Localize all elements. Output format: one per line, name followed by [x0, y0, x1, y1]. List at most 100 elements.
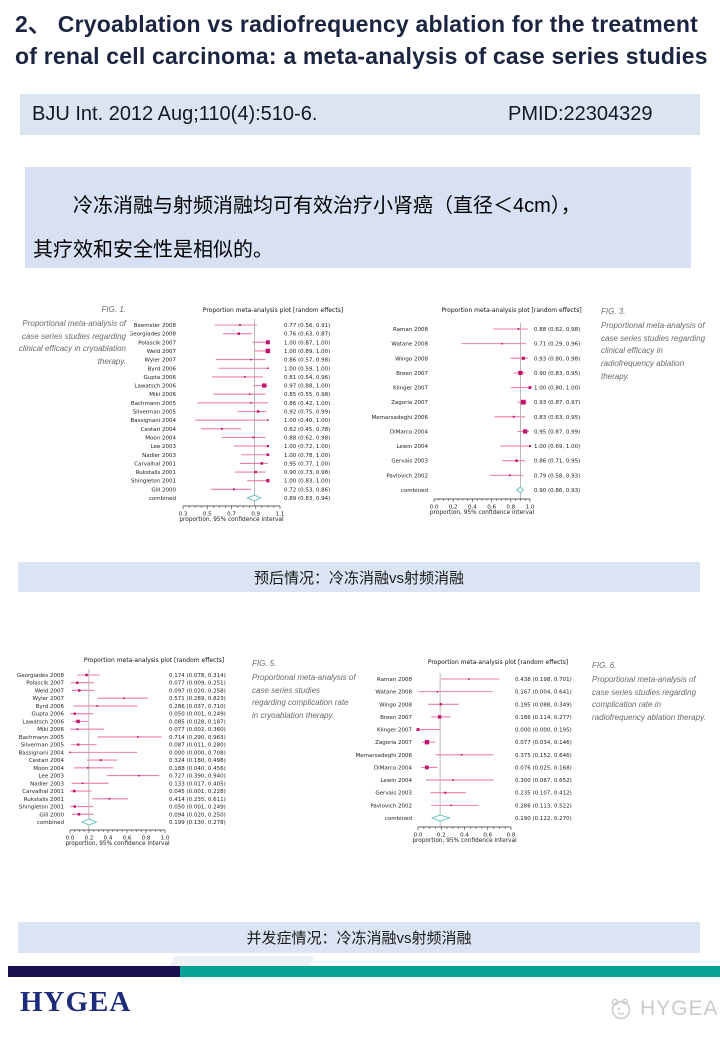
svg-text:Zagoria 2007: Zagoria 2007	[375, 740, 412, 746]
fig5-caption: FIG. 5. Proportional meta-analysis of ca…	[244, 650, 356, 868]
svg-text:0.077 (0.034, 0.146): 0.077 (0.034, 0.146)	[515, 740, 572, 746]
svg-text:0.81 (0.54, 0.96): 0.81 (0.54, 0.96)	[284, 375, 330, 381]
svg-text:Nadler 2003: Nadler 2003	[30, 781, 64, 787]
svg-text:0.000 (0.000, 0.708): 0.000 (0.000, 0.708)	[169, 750, 226, 756]
svg-text:0.085 (0.028, 0.187): 0.085 (0.028, 0.187)	[169, 719, 226, 725]
svg-text:Lewin 2004: Lewin 2004	[380, 778, 412, 784]
svg-text:Weld 2007: Weld 2007	[35, 688, 65, 694]
svg-text:0.83 (0.63, 0.95): 0.83 (0.63, 0.95)	[534, 415, 580, 421]
charts-row-complication: Proportion meta-analysis plot [random ef…	[12, 650, 712, 868]
svg-text:0.62 (0.45, 0.78): 0.62 (0.45, 0.78)	[284, 427, 330, 433]
svg-text:Carvalhal 2001: Carvalhal 2001	[134, 461, 176, 467]
svg-text:0.050 (0.001, 0.249): 0.050 (0.001, 0.249)	[169, 712, 226, 718]
divider-teal-segment	[180, 966, 720, 977]
svg-text:Pavlovich 2002: Pavlovich 2002	[386, 473, 428, 479]
hygea-logo: HYGEA	[20, 986, 132, 1018]
fig1-caption-text: Proportional meta-analysis of case serie…	[18, 318, 126, 367]
fig6-number: FIG. 6.	[592, 661, 617, 670]
svg-text:0.050 (0.001, 0.249): 0.050 (0.001, 0.249)	[169, 805, 226, 811]
svg-text:0.93 (0.87, 0.97): 0.93 (0.87, 0.97)	[534, 400, 580, 406]
svg-text:0.90 (0.86, 0.93): 0.90 (0.86, 0.93)	[534, 488, 580, 494]
svg-text:0.714 (0.290, 0.963): 0.714 (0.290, 0.963)	[169, 735, 226, 741]
svg-text:Nadler 2003: Nadler 2003	[142, 453, 176, 459]
svg-text:0.000 (0.000, 0.195): 0.000 (0.000, 0.195)	[515, 728, 572, 734]
svg-text:0.199 (0.130, 0.278): 0.199 (0.130, 0.278)	[169, 820, 226, 826]
svg-text:Klinger 2007: Klinger 2007	[393, 386, 429, 392]
svg-text:0.85 (0.55, 0.98): 0.85 (0.55, 0.98)	[284, 392, 330, 398]
svg-text:Bassignani 2004: Bassignani 2004	[18, 750, 64, 756]
fig6-caption: FIG. 6. Proportional meta-analysis of ca…	[584, 650, 708, 868]
divider-navy-segment	[8, 966, 180, 977]
svg-text:proportion, 95% confidence int: proportion, 95% confidence interval	[430, 510, 535, 516]
svg-text:Wyler 2007: Wyler 2007	[144, 358, 176, 364]
svg-text:Moon 2004: Moon 2004	[145, 435, 176, 441]
svg-text:0.174 (0.078, 0.314): 0.174 (0.078, 0.314)	[169, 673, 226, 679]
footer-divider	[0, 966, 720, 977]
section-bar-complication-label: 并发症情况：冷冻消融vs射频消融	[246, 930, 472, 947]
summary-line2: 其疗效和安全性是相似的。	[33, 239, 273, 261]
svg-text:Georgiades 2008: Georgiades 2008	[17, 673, 65, 679]
citation-bar: BJU Int. 2012 Aug;110(4):510-6. PMID:223…	[20, 94, 700, 135]
svg-text:Bachmann 2005: Bachmann 2005	[19, 735, 65, 741]
svg-text:Byrd 2006: Byrd 2006	[36, 704, 65, 710]
svg-text:Raman 2008: Raman 2008	[377, 677, 413, 683]
svg-text:Cestari 2004: Cestari 2004	[29, 758, 65, 764]
svg-text:Gupta 2006: Gupta 2006	[143, 375, 176, 381]
section-bar-prognosis: 预后情况：冷冻消融vs射频消融	[18, 562, 700, 592]
svg-text:0.186 (0.114, 0.277): 0.186 (0.114, 0.277)	[515, 715, 572, 721]
svg-text:Lewin 2004: Lewin 2004	[396, 444, 428, 450]
svg-text:0.414 (0.235, 0.611): 0.414 (0.235, 0.611)	[169, 797, 226, 803]
svg-text:0.89 (0.83, 0.94): 0.89 (0.83, 0.94)	[284, 496, 330, 502]
svg-text:Breen 2007: Breen 2007	[380, 715, 412, 721]
svg-text:Lawatsch 2006: Lawatsch 2006	[22, 719, 64, 725]
svg-text:0.8: 0.8	[142, 836, 151, 842]
svg-text:0.4: 0.4	[468, 505, 477, 511]
svg-text:0.8: 0.8	[506, 505, 515, 511]
forest-plot-fig3: Proportion meta-analysis plot [random ef…	[370, 296, 595, 544]
svg-text:1.00 (0.69, 1.00): 1.00 (0.69, 1.00)	[534, 444, 580, 450]
page-title: 2、 Cryoablation vs radiofrequency ablati…	[15, 8, 709, 72]
svg-text:0.094 (0.020, 0.250): 0.094 (0.020, 0.250)	[169, 812, 226, 818]
svg-text:0.86 (0.57, 0.98): 0.86 (0.57, 0.98)	[284, 358, 330, 364]
svg-text:Lee 2003: Lee 2003	[39, 774, 65, 780]
svg-text:0.7: 0.7	[227, 512, 236, 518]
svg-text:0.88 (0.62, 0.98): 0.88 (0.62, 0.98)	[534, 327, 580, 333]
svg-text:0.2: 0.2	[437, 833, 446, 839]
svg-text:1.00 (0.59, 1.00): 1.00 (0.59, 1.00)	[284, 366, 330, 372]
svg-text:0.97 (0.88, 1.00): 0.97 (0.88, 1.00)	[284, 384, 330, 390]
svg-text:Raman 2008: Raman 2008	[393, 327, 429, 333]
svg-text:0.167 (0.004, 0.641): 0.167 (0.004, 0.641)	[515, 690, 572, 696]
svg-text:0.4: 0.4	[460, 833, 469, 839]
svg-text:Byrd 2006: Byrd 2006	[148, 366, 177, 372]
svg-text:combined: combined	[37, 820, 64, 826]
svg-text:Cestari 2004: Cestari 2004	[141, 427, 177, 433]
svg-text:Lee 2003: Lee 2003	[151, 444, 177, 450]
svg-text:Carvalhal 2001: Carvalhal 2001	[22, 789, 64, 795]
svg-text:Shingleton 2001: Shingleton 2001	[131, 479, 176, 485]
svg-text:0.077 (0.002, 0.360): 0.077 (0.002, 0.360)	[169, 727, 226, 733]
svg-text:0.097 (0.020, 0.258): 0.097 (0.020, 0.258)	[169, 688, 226, 694]
summary-box: 冷冻消融与射频消融均可有效治疗小肾癌（直径＜4cm）， 其疗效和安全性是相似的。	[25, 167, 691, 268]
svg-text:Memarsadeghi 2006: Memarsadeghi 2006	[356, 753, 412, 759]
svg-text:combined: combined	[401, 488, 428, 494]
fig6-caption-text: Proportional meta-analysis of case serie…	[592, 674, 706, 723]
svg-text:0.6: 0.6	[487, 505, 496, 511]
svg-text:proportion, 95% confidence int: proportion, 95% confidence interval	[179, 517, 284, 523]
svg-text:0.90 (0.83, 0.95): 0.90 (0.83, 0.95)	[534, 371, 580, 377]
svg-text:1.00 (0.72, 1.00): 1.00 (0.72, 1.00)	[284, 444, 330, 450]
fig1-caption: FIG. 1. Proportional meta-analysis of ca…	[12, 296, 130, 544]
svg-text:Breen 2007: Breen 2007	[396, 371, 428, 377]
svg-text:0.2: 0.2	[85, 836, 94, 842]
svg-text:Gill 2000: Gill 2000	[39, 812, 64, 818]
svg-text:Shingleton 2001: Shingleton 2001	[19, 805, 64, 811]
svg-text:0.6: 0.6	[483, 833, 492, 839]
watermark: HYGEA	[608, 996, 719, 1022]
svg-text:0.087 (0.011, 0.280): 0.087 (0.011, 0.280)	[169, 743, 226, 749]
forest-plot-fig6: Proportion meta-analysis plot [random ef…	[356, 650, 584, 868]
svg-text:proportion, 95% confidence int: proportion, 95% confidence interval	[65, 841, 170, 847]
svg-text:1.00 (0.78, 1.00): 1.00 (0.78, 1.00)	[284, 453, 330, 459]
svg-text:Polascik 2007: Polascik 2007	[138, 340, 176, 346]
svg-text:Watane 2008: Watane 2008	[391, 342, 428, 348]
watermark-text: HYGEA	[640, 997, 719, 1020]
